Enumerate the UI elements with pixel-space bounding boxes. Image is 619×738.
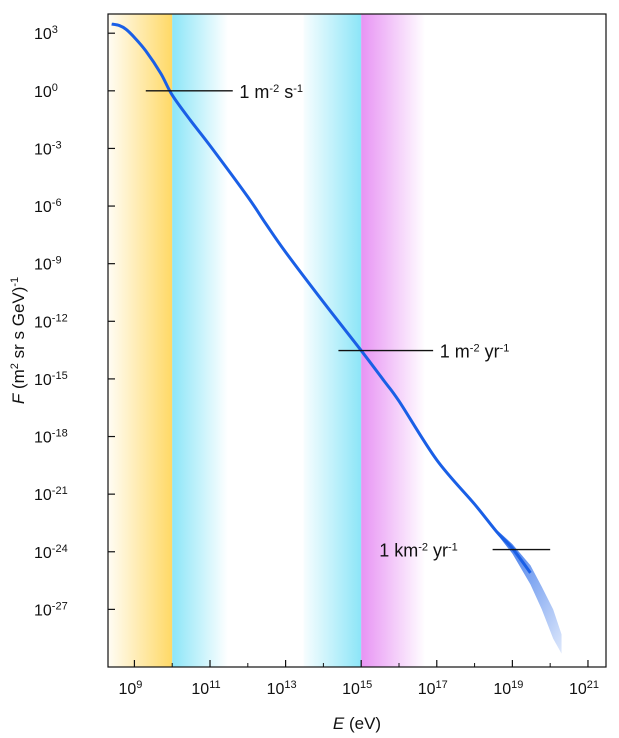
y-tick-label: 103 (34, 24, 58, 43)
annotations: 1 m-2 s-1 1 m-2 yr-1 1 km-2 yr-1 (145, 82, 551, 561)
shaded-region (361, 14, 426, 667)
flux-series-line (111, 22, 532, 574)
y-tick-label: 10-3 (34, 139, 62, 158)
x-tick-label: 1021 (569, 679, 599, 698)
y-tick-label: 10-6 (34, 197, 62, 216)
x-tick-label: 1019 (493, 679, 523, 698)
x-tick-label: 1015 (342, 679, 372, 698)
shaded-regions (108, 14, 426, 667)
y-tick-label: 100 (34, 82, 58, 101)
x-tick-label: 1017 (418, 679, 448, 698)
x-tick-label: 1013 (267, 679, 297, 698)
plot-frame (107, 13, 607, 668)
y-axis-label: F (m2 sr s GeV)-1 (9, 277, 28, 404)
shaded-region (108, 14, 173, 667)
y-tick-label: 10-24 (34, 543, 68, 562)
uncertainty-band (497, 530, 562, 654)
y-tick-label: 10-12 (34, 312, 68, 331)
x-axis-label: E (eV) (333, 714, 381, 733)
x-tick-label: 109 (118, 679, 142, 698)
y-tick-label: 10-18 (34, 428, 68, 447)
shaded-region (172, 14, 229, 667)
y-tick-label: 10-27 (34, 600, 68, 619)
x-tick-label: 1011 (191, 679, 220, 698)
y-axis-ticks: 103 100 10-3 10-6 10-9 10-12 10-15 10-18 10-21 10… (34, 24, 115, 619)
annotation-label: 1 km-2 yr-1 (379, 541, 458, 561)
y-tick-label: 10-9 (34, 255, 62, 274)
annotation-label: 1 m-2 yr-1 (440, 342, 510, 362)
y-tick-label: 10-15 (34, 370, 68, 389)
uncertainty-band-shape (497, 530, 562, 654)
flux-curve (111, 22, 532, 574)
annotation-label: 1 m-2 s-1 (239, 82, 303, 102)
x-axis-ticks: 109 1011 1013 1015 1017 1019 1021 (118, 660, 599, 698)
y-tick-label: 10-21 (34, 485, 68, 504)
